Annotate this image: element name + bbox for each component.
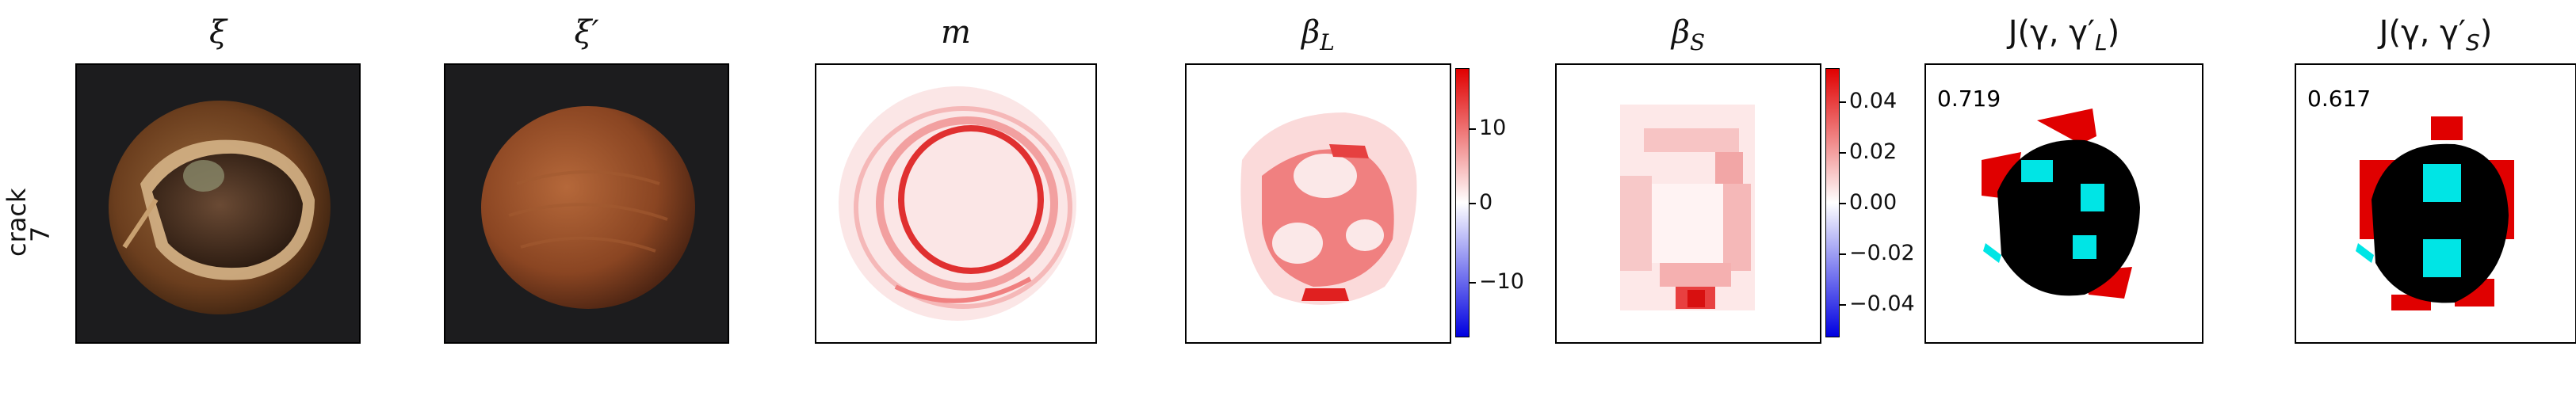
title-j-s-main: J(γ, γ′: [2379, 14, 2466, 51]
title-j-s-close: ): [2479, 14, 2493, 51]
tickmark: [1840, 101, 1846, 103]
title-j-s-sub: S: [2465, 29, 2480, 55]
cbar-s-tick: 0.02: [1849, 139, 1898, 164]
colorbar-beta-s: [1825, 68, 1840, 337]
cbar-s-tick: −0.04: [1849, 291, 1915, 316]
title-m: m: [941, 14, 971, 51]
panel-beta-l: [1185, 63, 1451, 344]
panel-xi-prime-image: [444, 63, 729, 344]
title-xi-prime: ξ′: [574, 14, 599, 51]
row-label: crack 7: [2, 163, 55, 298]
title-j-l-close: ): [2107, 14, 2120, 51]
tickmark: [1840, 152, 1846, 154]
title-xi: ξ: [208, 14, 227, 51]
beta-l-heatmap: [1240, 112, 1417, 305]
title-beta-s-main: β: [1671, 14, 1690, 51]
score-j-s: 0.617: [2307, 86, 2372, 112]
score-j-l: 0.719: [1937, 86, 2001, 112]
cbar-l-tick: −10: [1479, 269, 1524, 294]
panel-j-l: 0.719: [1924, 63, 2203, 344]
colorbar-beta-l: [1455, 68, 1470, 337]
title-beta-s-sub: S: [1689, 29, 1706, 55]
overlap-mask-l: [1982, 109, 2140, 299]
row-label-index: 7: [25, 226, 55, 242]
panel-j-s: 0.617: [2295, 63, 2576, 344]
title-j-l: J(γ, γ′L): [1924, 14, 2203, 59]
cbar-l-tick: 0: [1479, 190, 1493, 215]
cbar-s-tick: 0.00: [1849, 190, 1898, 215]
title-j-l-main: J(γ, γ′: [2008, 14, 2096, 51]
title-j-s: J(γ, γ′S): [2295, 14, 2576, 59]
tickmark: [1840, 203, 1846, 204]
title-beta-l: βL: [1185, 14, 1451, 59]
panel-xi-image: [75, 63, 361, 344]
panel-beta-s: [1555, 63, 1821, 344]
tickmark: [1470, 203, 1476, 204]
hazelnut-reconstruction-picture: [481, 106, 695, 309]
overlap-mask-s: [2356, 116, 2514, 310]
beta-s-heatmap: [1620, 105, 1755, 310]
title-j-l-sub: L: [2095, 29, 2108, 55]
cbar-s-tick: 0.04: [1849, 89, 1898, 113]
title-beta-l-main: β: [1301, 14, 1320, 51]
tickmark: [1470, 282, 1476, 284]
cbar-s-tick: −0.02: [1849, 241, 1915, 265]
panel-m-map: [815, 63, 1097, 344]
tickmark: [1840, 304, 1846, 306]
tickmark: [1470, 128, 1476, 130]
cbar-l-tick: 10: [1479, 116, 1507, 140]
tickmark: [1840, 253, 1846, 255]
title-beta-s: βS: [1555, 14, 1821, 59]
title-beta-l-sub: L: [1320, 29, 1335, 55]
difference-map-picture: [839, 86, 1076, 321]
cracked-hazelnut-picture: [109, 101, 331, 314]
row-label-class: crack: [2, 188, 32, 257]
